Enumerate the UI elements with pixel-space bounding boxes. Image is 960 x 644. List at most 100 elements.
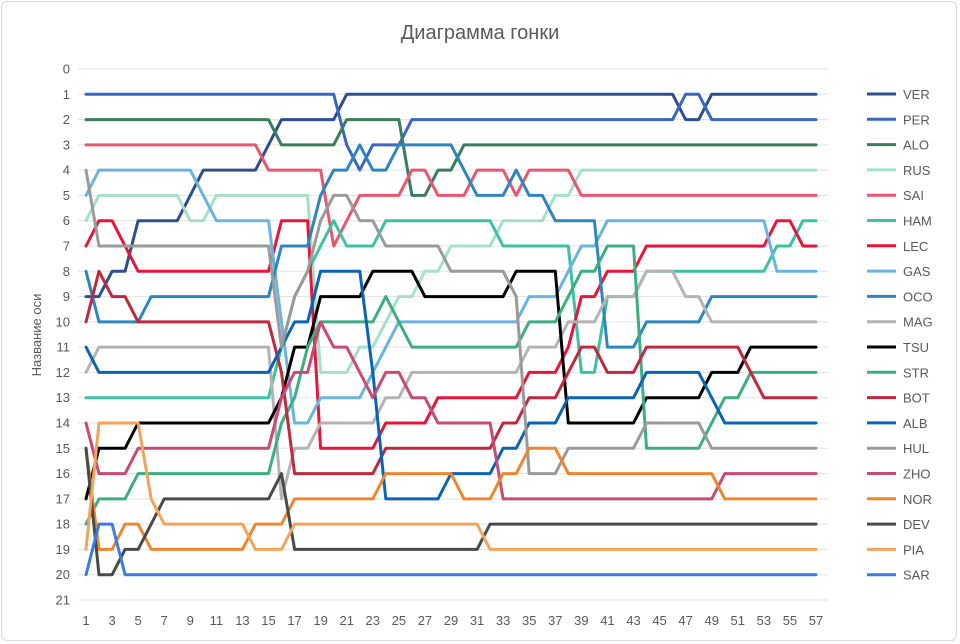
y-tick-label: 21 — [56, 593, 70, 608]
legend-item-dev: DEV — [867, 517, 930, 532]
x-tick-label: 21 — [339, 613, 353, 628]
legend-item-sar: SAR — [867, 568, 930, 583]
legend-label: PIA — [903, 542, 924, 557]
x-tick-label: 47 — [678, 613, 692, 628]
legend-label: ZHO — [903, 467, 930, 482]
legend-label: SAR — [903, 568, 930, 583]
x-tick-label: 11 — [210, 613, 224, 628]
x-tick-label: 9 — [187, 613, 194, 628]
x-tick-label: 31 — [470, 613, 484, 628]
y-tick-label: 17 — [56, 491, 70, 506]
legend-label: OCO — [903, 289, 933, 304]
legend-label: HAM — [903, 214, 932, 229]
y-tick-label: 9 — [63, 289, 70, 304]
x-tick-label: 35 — [522, 613, 536, 628]
series-line-ver — [84, 92, 818, 299]
y-tick-label: 3 — [63, 137, 70, 152]
legend-label: STR — [903, 365, 929, 380]
legend-item-mag: MAG — [867, 315, 933, 330]
legend-label: BOT — [903, 391, 930, 406]
series-line-bot — [84, 269, 818, 476]
series-line-sai — [84, 143, 818, 248]
series-line-rus — [84, 168, 818, 374]
legend-label: ALO — [903, 138, 929, 153]
legend-label: VER — [903, 87, 930, 102]
y-tick-label: 10 — [56, 314, 70, 329]
legend-item-nor: NOR — [867, 492, 932, 507]
series-line-oco — [84, 143, 818, 349]
x-tick-label: 51 — [731, 613, 745, 628]
legend-item-ham: HAM — [867, 214, 932, 229]
y-tick-label: 12 — [56, 365, 70, 380]
legend-item-per: PER — [867, 112, 930, 127]
x-tick-label: 39 — [574, 613, 588, 628]
legend-label: NOR — [903, 492, 932, 507]
legend-item-ver: VER — [867, 87, 930, 102]
y-tick-label: 20 — [56, 567, 70, 582]
series-line-per — [84, 92, 818, 172]
series-line-mag — [84, 269, 818, 501]
y-tick-label: 1 — [63, 87, 70, 102]
series-line-lec — [84, 219, 818, 450]
legend-item-hul: HUL — [867, 441, 929, 456]
y-axis-title: Название оси — [29, 294, 44, 377]
x-tick-label: 3 — [108, 613, 115, 628]
y-tick-label: 14 — [56, 416, 70, 431]
y-tick-label: 8 — [63, 264, 70, 279]
x-tick-label: 41 — [600, 613, 614, 628]
legend-label: PER — [903, 112, 930, 127]
y-tick-label: 19 — [56, 542, 70, 557]
series-line-alo — [84, 118, 818, 197]
legend-item-gas: GAS — [867, 264, 931, 279]
legend-label: DEV — [903, 517, 930, 532]
legend-label: HUL — [903, 441, 929, 456]
series-line-zho — [84, 320, 818, 501]
legend-label: RUS — [903, 163, 931, 178]
legend-item-alb: ALB — [867, 416, 928, 431]
x-tick-labels: 1 3 5 7 9 11 13 15 17 19 21 23 25 27 29 31 33 35 37 39 41 43 4… — [82, 613, 823, 628]
x-tick-label: 7 — [161, 613, 168, 628]
x-tick-label: 53 — [757, 613, 771, 628]
x-tick-label: 29 — [444, 613, 458, 628]
legend-label: TSU — [903, 340, 929, 355]
x-tick-label: 15 — [261, 613, 275, 628]
series-line-sar — [84, 522, 818, 577]
x-tick-label: 55 — [783, 613, 797, 628]
series-line-hul — [84, 168, 818, 476]
y-tick-label: 5 — [63, 188, 70, 203]
legend-item-tsu: TSU — [867, 340, 929, 355]
legend-label: LEC — [903, 239, 928, 254]
legend-item-bot: BOT — [867, 391, 930, 406]
x-tick-label: 33 — [496, 613, 510, 628]
legend-label: GAS — [903, 264, 931, 279]
legend-item-sai: SAI — [867, 188, 924, 203]
series-lines — [84, 92, 818, 577]
legend-label: SAI — [903, 188, 924, 203]
legend-label: MAG — [903, 315, 933, 330]
y-tick-label: 6 — [63, 213, 70, 228]
legend-item-oco: OCO — [867, 289, 933, 304]
series-line-pia — [84, 421, 818, 551]
x-tick-label: 43 — [626, 613, 640, 628]
x-tick-label: 23 — [366, 613, 380, 628]
x-tick-label: 27 — [418, 613, 432, 628]
y-tick-label: 16 — [56, 466, 70, 481]
legend-item-pia: PIA — [867, 542, 924, 557]
series-line-ham — [84, 219, 818, 400]
y-tick-label: 0 — [63, 62, 70, 77]
legend-item-str: STR — [867, 365, 929, 380]
chart-title: Диаграмма гонки — [401, 22, 560, 44]
legend-item-zho: ZHO — [867, 467, 930, 482]
y-tick-label: 18 — [56, 517, 70, 532]
legend-item-alo: ALO — [867, 138, 929, 153]
legend: VER PER ALO RUS SAI HAM LEC GAS OCO MAG TSU STR BOT A… — [867, 87, 933, 583]
y-tick-label: 11 — [57, 340, 71, 355]
x-tick-label: 17 — [287, 613, 301, 628]
x-tick-label: 19 — [313, 613, 327, 628]
x-tick-label: 57 — [809, 613, 823, 628]
x-tick-label: 1 — [82, 613, 89, 628]
x-tick-label: 13 — [235, 613, 249, 628]
